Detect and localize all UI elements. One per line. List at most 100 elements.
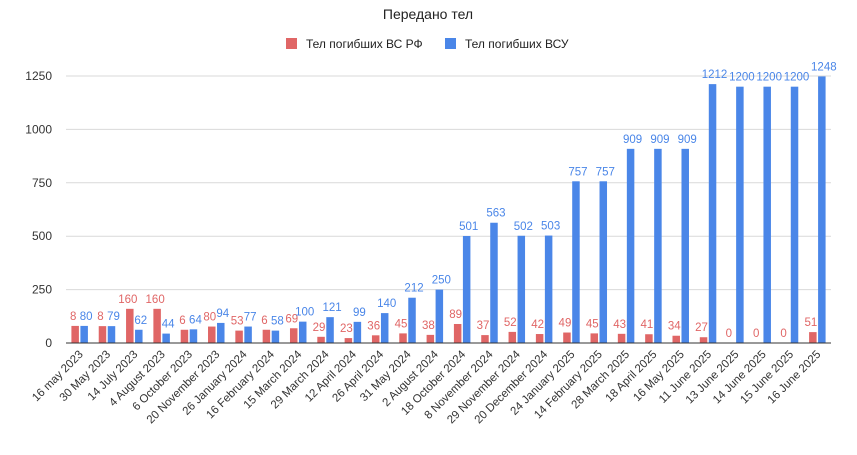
bar-ukrainian <box>681 148 689 343</box>
data-label-ukrainian: 121 <box>322 302 341 314</box>
data-label-ukrainian: 140 <box>377 298 396 310</box>
data-label-russian: 38 <box>422 320 435 332</box>
legend-label-ukrainian: Тел погибших ВСУ <box>465 37 569 51</box>
data-label-russian: 6 <box>179 315 185 327</box>
data-label-ukrainian: 77 <box>244 312 257 324</box>
bar-russian <box>809 332 817 343</box>
bar-russian <box>617 333 626 343</box>
bar-ukrainian <box>298 321 307 343</box>
bar-ukrainian <box>517 235 526 343</box>
data-label-russian: 27 <box>695 322 708 334</box>
bar-ukrainian <box>380 313 389 343</box>
bar-ukrainian <box>490 222 498 343</box>
data-label-ukrainian: 909 <box>623 134 642 146</box>
bar-russian <box>563 332 571 343</box>
y-axis: 0 250 500 750 1000 1250 <box>25 69 52 350</box>
bar-ukrainian <box>271 330 280 343</box>
data-label-ukrainian: 909 <box>650 134 669 146</box>
bar-russian <box>590 333 599 343</box>
data-label-russian: 6 <box>261 315 267 327</box>
bar-ukrainian <box>135 329 143 343</box>
data-label-ukrainian: 1200 <box>784 72 810 84</box>
bar-russian <box>344 338 353 343</box>
data-label-russian: 45 <box>395 318 408 330</box>
legend-swatch-russian <box>286 38 297 49</box>
y-tick-label: 250 <box>32 283 52 297</box>
bar-ukrainian <box>763 86 771 344</box>
data-label-ukrainian: 1200 <box>756 72 782 84</box>
bar-russian <box>481 335 489 343</box>
bar-ukrainian <box>189 329 198 343</box>
legend-swatch-ukrainian <box>445 38 456 49</box>
data-label-ukrainian: 1212 <box>702 69 728 81</box>
bar-ukrainian <box>654 148 662 343</box>
bar-ukrainian <box>599 181 608 343</box>
data-label-ukrainian: 44 <box>162 319 175 331</box>
data-label-ukrainian: 503 <box>541 221 560 233</box>
y-tick-label: 0 <box>45 336 52 350</box>
bar-russian <box>317 336 325 343</box>
data-label-russian: 49 <box>559 318 572 330</box>
bar-ukrainian <box>790 86 799 344</box>
data-label-russian: 0 <box>726 328 732 340</box>
bar-russian <box>399 333 407 343</box>
y-tick-label: 1000 <box>25 122 52 136</box>
data-label-russian: 23 <box>340 323 353 335</box>
bar-russian <box>180 329 189 343</box>
data-label-ukrainian: 62 <box>134 315 147 327</box>
y-tick-label: 750 <box>32 176 52 190</box>
data-label-russian: 89 <box>449 309 462 321</box>
bar-ukrainian <box>544 235 553 343</box>
bar-russian <box>98 326 107 343</box>
data-label-russian: 29 <box>313 322 326 334</box>
bar-ukrainian <box>80 325 88 343</box>
data-label-ukrainian: 501 <box>459 221 478 233</box>
data-label-ukrainian: 1248 <box>811 61 837 73</box>
data-label-russian: 41 <box>641 319 654 331</box>
bar-ukrainian <box>353 321 362 343</box>
data-label-ukrainian: 909 <box>678 134 697 146</box>
data-label-ukrainian: 94 <box>216 308 229 320</box>
bar-ukrainian <box>572 181 580 343</box>
bar-ukrainian <box>736 86 744 344</box>
data-label-ukrainian: 250 <box>432 275 451 287</box>
data-label-russian: 52 <box>504 317 517 329</box>
data-label-ukrainian: 757 <box>596 166 615 178</box>
bar-russian <box>235 330 243 343</box>
data-label-russian: 43 <box>613 319 626 331</box>
data-label-russian: 8 <box>97 311 103 323</box>
bar-russian <box>153 308 161 343</box>
bar-russian <box>699 337 708 343</box>
bar-russian <box>262 329 271 343</box>
data-label-ukrainian: 212 <box>404 283 423 295</box>
legend-label-russian: Тел погибших ВС РФ <box>306 37 423 51</box>
data-label-ukrainian: 757 <box>568 166 587 178</box>
y-tick-label: 500 <box>32 229 52 243</box>
data-label-russian: 160 <box>146 294 165 306</box>
bars <box>71 76 826 344</box>
bar-russian <box>672 335 680 343</box>
bar-russian <box>453 323 462 343</box>
bar-russian <box>208 326 216 343</box>
bar-russian <box>126 308 134 343</box>
chart-title: Передано тел <box>383 6 473 22</box>
bar-russian <box>645 334 653 343</box>
data-label-russian: 0 <box>753 328 759 340</box>
bar-ukrainian <box>162 333 170 343</box>
data-label-russian: 8 <box>70 311 76 323</box>
data-label-russian: 51 <box>804 317 817 329</box>
bar-ukrainian <box>244 326 252 343</box>
data-label-russian: 0 <box>780 328 786 340</box>
bar-russian <box>71 325 79 343</box>
bar-russian <box>426 334 435 343</box>
data-label-russian: 53 <box>231 316 244 328</box>
bar-ukrainian <box>408 297 416 343</box>
gridlines <box>66 75 831 291</box>
bar-russian <box>508 331 517 343</box>
y-tick-label: 1250 <box>25 69 52 83</box>
data-label-ukrainian: 58 <box>271 316 284 328</box>
